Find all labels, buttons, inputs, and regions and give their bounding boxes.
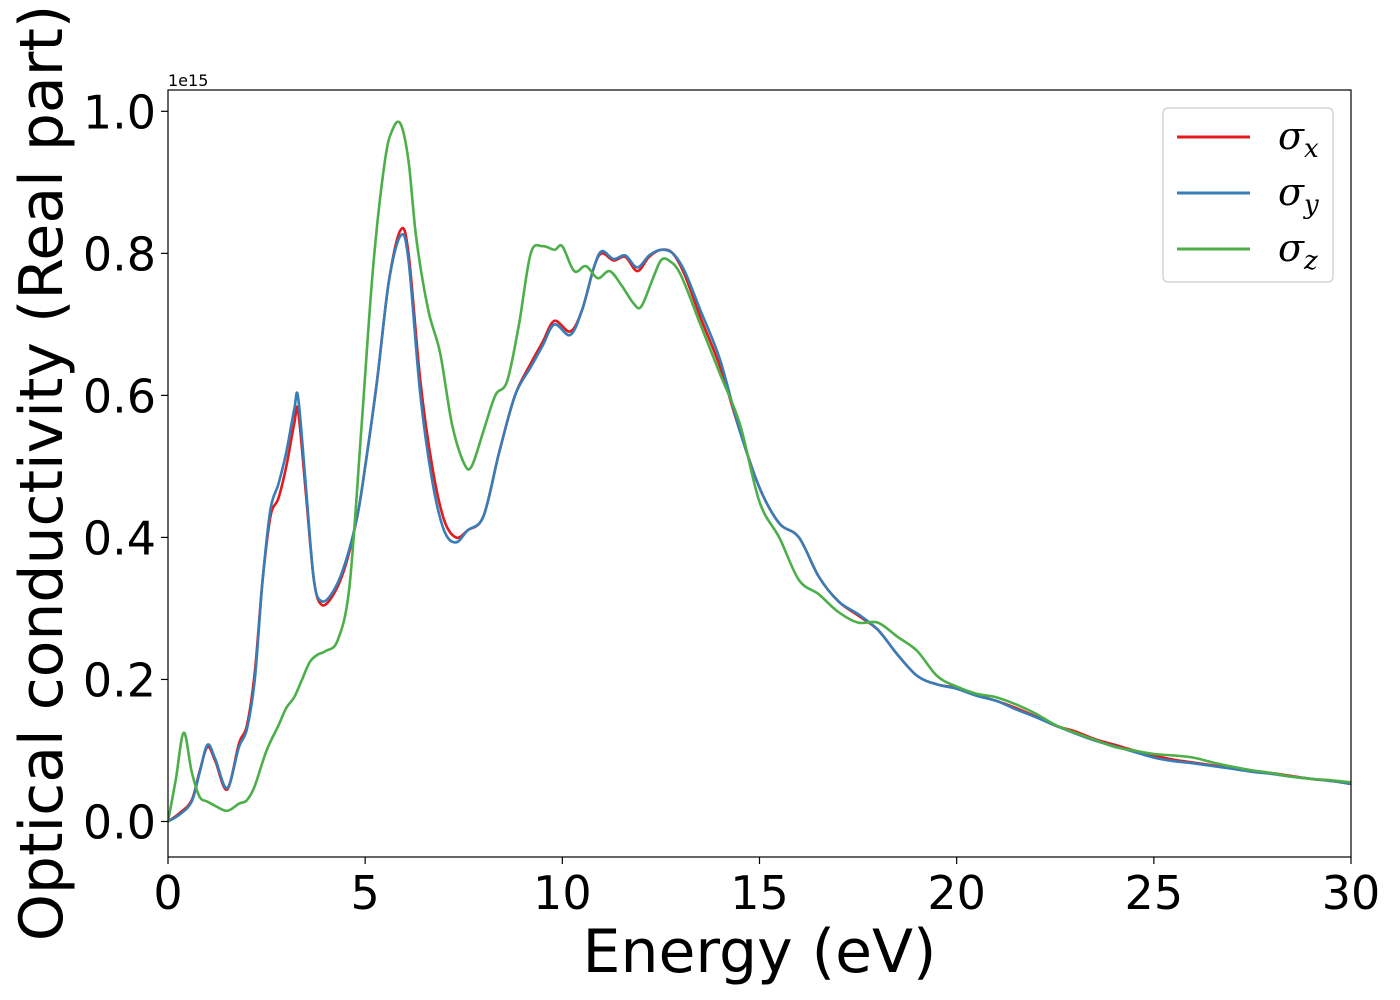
y-axis-ticks: 0.0 0.2 0.4 0.6 0.8 1.0 (83, 85, 168, 849)
y-tick-label: 0.8 (83, 227, 156, 281)
x-tick-label: 30 (1322, 866, 1381, 920)
legend-label-y: σy (1278, 170, 1319, 220)
y-axis-title: Optical conductivity (Real part) (7, 5, 77, 942)
x-tick-label: 25 (1125, 866, 1184, 920)
x-axis-ticks: 0 5 10 15 20 25 30 (153, 857, 1380, 920)
legend-label-x: σx (1278, 114, 1319, 164)
y-tick-label: 1.0 (83, 85, 156, 139)
y-tick-label: 0.2 (83, 653, 156, 707)
y-tick-label: 0.6 (83, 369, 156, 423)
legend-label-z: σz (1278, 226, 1318, 276)
y-tick-label: 0.0 (83, 795, 156, 849)
x-tick-label: 20 (927, 866, 986, 920)
series-layer (168, 120, 1351, 823)
y-axis-offset-text: 1e15 (168, 71, 208, 90)
x-tick-label: 5 (351, 866, 380, 920)
series-line-z (168, 120, 1351, 823)
x-tick-label: 10 (533, 866, 592, 920)
legend-box (1162, 107, 1334, 283)
x-tick-label: 15 (730, 866, 789, 920)
y-tick-label: 0.4 (83, 511, 156, 565)
x-axis-title: Energy (eV) (583, 917, 937, 987)
legend: σx σy σz (1162, 107, 1334, 283)
x-tick-label: 0 (153, 866, 182, 920)
